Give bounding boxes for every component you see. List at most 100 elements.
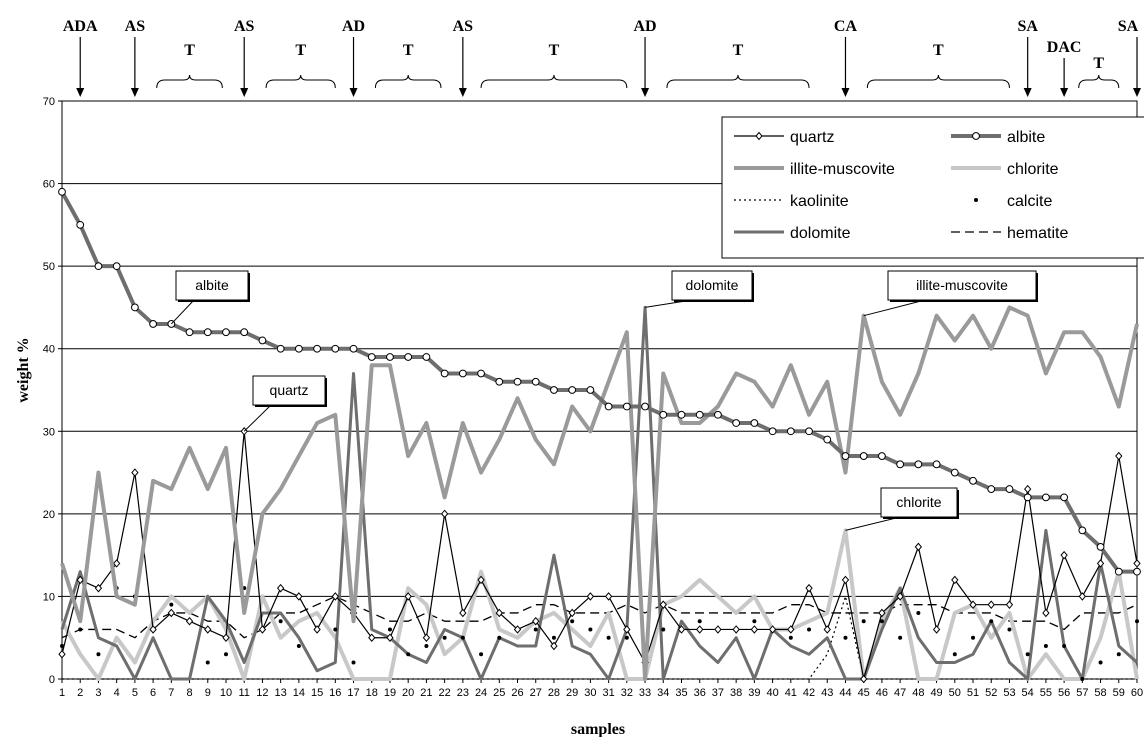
x-tick-label: 9 <box>205 687 211 699</box>
data-point-albite <box>477 369 485 378</box>
data-point-albite <box>130 303 139 312</box>
data-point-albite <box>94 262 103 271</box>
x-tick-label: 30 <box>584 687 596 699</box>
data-point-quartz <box>969 600 977 609</box>
data-point-albite <box>841 452 850 460</box>
x-tick-label: 24 <box>475 687 487 699</box>
series-line-chlorite <box>60 528 1139 681</box>
data-point-quartz <box>76 575 84 585</box>
data-point-calcite <box>861 619 866 624</box>
data-point-albite <box>513 377 522 386</box>
data-point-albite <box>76 220 85 229</box>
data-point-albite <box>768 427 777 436</box>
data-point-albite <box>58 187 66 196</box>
data-point-albite <box>1133 567 1141 576</box>
y-axis-title: weight % <box>15 337 32 402</box>
data-point-albite <box>495 377 504 386</box>
data-point-calcite <box>533 627 538 632</box>
data-point-calcite <box>1116 652 1121 657</box>
x-tick-label: 18 <box>366 687 378 699</box>
annotation-label: dolomite <box>686 277 739 293</box>
data-point-albite <box>1078 526 1087 535</box>
y-tick-label: 50 <box>43 261 55 273</box>
data-point-quartz <box>331 592 339 601</box>
legend-item-hematite: hematite <box>951 225 1068 242</box>
data-point-albite <box>714 410 722 419</box>
data-point-albite <box>258 336 267 345</box>
x-tick-label: 44 <box>839 687 851 699</box>
data-point-calcite <box>460 635 465 640</box>
series-chlorite <box>60 528 1139 681</box>
data-point-quartz <box>222 633 230 642</box>
legend-item-chlorite: chlorite <box>951 161 1059 178</box>
legend-label: dolomite <box>790 225 851 242</box>
x-tick-label: 55 <box>1040 687 1052 699</box>
legend-marker <box>755 131 763 141</box>
top-label-sa: SA <box>1118 18 1139 35</box>
x-tick-label: 45 <box>858 687 870 699</box>
series-layer <box>58 187 1141 684</box>
data-point-quartz <box>185 616 194 626</box>
top-arrow-head <box>130 88 139 97</box>
x-tick-label: 15 <box>311 687 323 699</box>
data-point-quartz <box>732 625 740 634</box>
x-tick-label: 37 <box>712 687 724 699</box>
annotation-box <box>175 270 249 301</box>
data-point-albite <box>222 328 230 337</box>
data-point-calcite <box>551 635 556 640</box>
annotation-label: quartz <box>270 382 309 398</box>
legend-label: kaolinite <box>790 193 849 210</box>
data-point-quartz <box>823 625 831 634</box>
data-point-quartz <box>1115 451 1123 461</box>
data-point-calcite <box>1007 627 1012 632</box>
data-point-quartz <box>914 542 923 552</box>
data-point-quartz <box>1060 550 1068 560</box>
legend-item-kaolinite: kaolinite <box>734 193 849 210</box>
data-point-albite <box>750 419 759 427</box>
data-point-albite <box>969 476 977 485</box>
data-point-albite <box>313 344 321 353</box>
x-tick-label: 22 <box>439 687 451 699</box>
data-point-quartz <box>805 583 813 593</box>
x-tick-label: 46 <box>876 687 888 699</box>
annotation-label: illite-muscovite <box>916 277 1008 293</box>
annotation-box <box>887 270 1037 301</box>
annotation-leader <box>845 516 901 531</box>
data-point-quartz <box>131 468 139 477</box>
data-point-albite <box>367 353 376 361</box>
top-label-t: T <box>1093 55 1104 72</box>
data-point-quartz <box>532 616 540 626</box>
x-tick-label: 23 <box>457 687 469 699</box>
data-point-albite <box>294 344 303 353</box>
data-point-quartz <box>513 625 522 634</box>
data-point-calcite <box>807 627 812 632</box>
data-point-calcite <box>570 619 575 624</box>
data-point-quartz <box>768 625 777 634</box>
data-point-calcite <box>661 627 666 632</box>
data-point-albite <box>422 353 431 361</box>
data-point-quartz <box>1024 484 1032 494</box>
data-point-albite <box>1060 493 1069 502</box>
data-point-quartz <box>696 625 704 634</box>
data-point-calcite <box>296 643 301 648</box>
data-point-albite <box>531 377 540 386</box>
annotation-leader <box>863 299 926 317</box>
x-tick-label: 28 <box>548 687 560 699</box>
data-point-quartz <box>860 674 868 684</box>
top-brace <box>265 74 336 89</box>
data-point-calcite <box>60 643 64 648</box>
top-label-t: T <box>184 42 195 59</box>
data-point-quartz <box>568 608 576 618</box>
data-point-albite <box>786 427 795 436</box>
data-point-quartz <box>787 625 795 634</box>
data-point-albite <box>695 410 704 419</box>
data-point-albite <box>622 402 631 411</box>
data-point-calcite <box>1025 652 1030 657</box>
series-illite-muscovite <box>60 305 1139 681</box>
annotation-leader <box>243 404 272 432</box>
x-tick-label: 19 <box>384 687 396 699</box>
top-label-ad: AD <box>633 18 656 35</box>
x-tick-label: 57 <box>1076 687 1088 699</box>
data-point-albite <box>932 460 941 469</box>
data-point-quartz <box>841 575 850 585</box>
